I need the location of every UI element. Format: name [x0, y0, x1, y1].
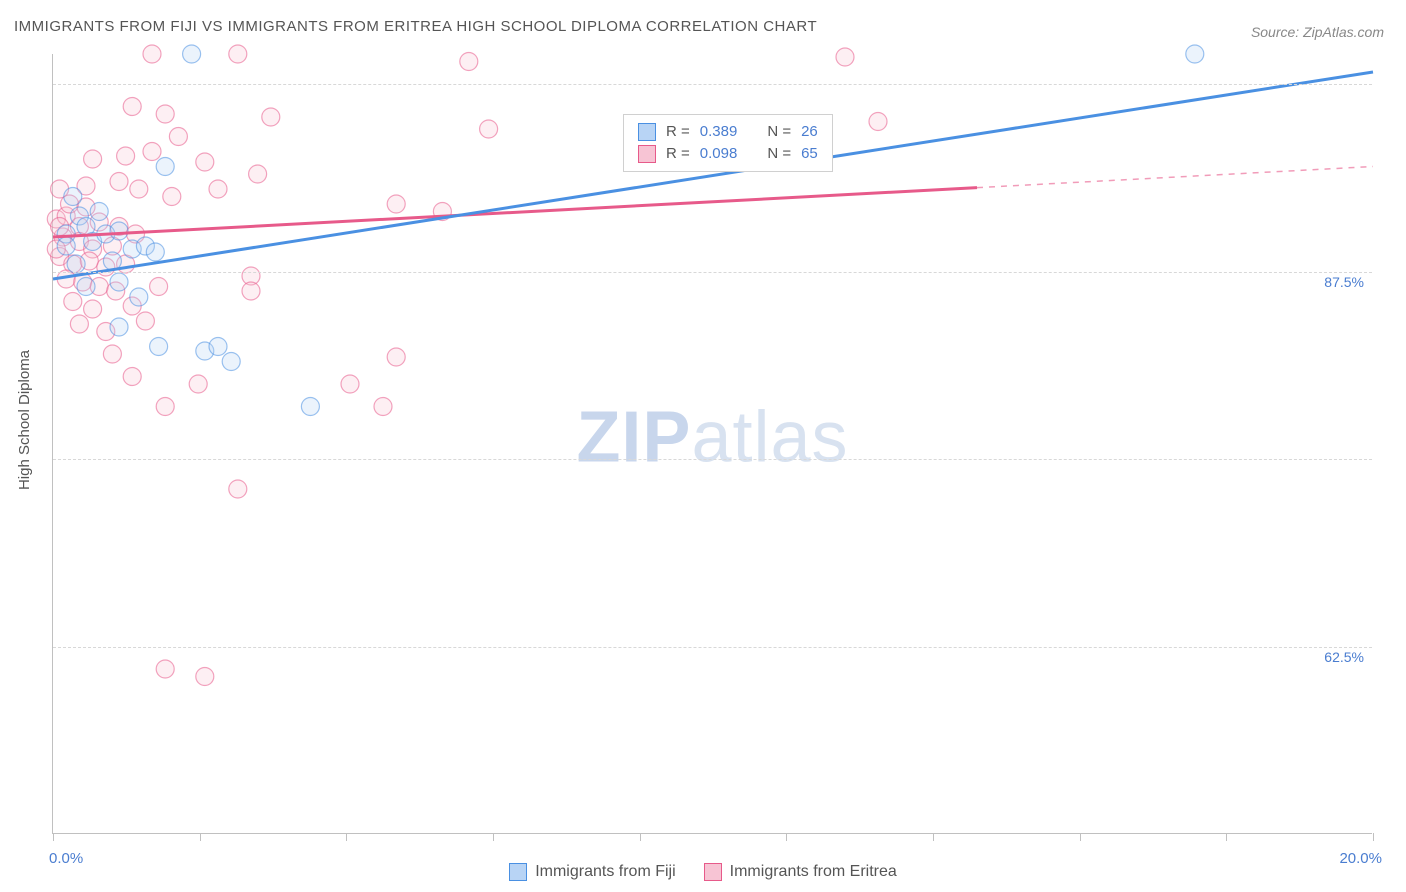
stats-legend: R = 0.389 N = 26 R = 0.098 N = 65: [623, 114, 833, 172]
x-tick: [200, 833, 201, 841]
scatter-point: [110, 222, 128, 240]
scatter-point: [146, 243, 164, 261]
x-tick: [346, 833, 347, 841]
scatter-point: [143, 143, 161, 161]
n-label: N =: [767, 121, 791, 143]
scatter-point: [156, 158, 174, 176]
y-tick-label: 62.5%: [1324, 649, 1364, 665]
scatter-point: [110, 318, 128, 336]
scatter-point: [460, 53, 478, 71]
gridline: [53, 647, 1372, 648]
scatter-point: [64, 188, 82, 206]
scatter-point: [150, 278, 168, 296]
scatter-point: [84, 150, 102, 168]
scatter-point: [869, 113, 887, 131]
r-value: 0.098: [700, 143, 738, 165]
x-tick: [786, 833, 787, 841]
stats-legend-row: R = 0.389 N = 26: [638, 121, 818, 143]
scatter-point: [57, 237, 75, 255]
legend-item: Immigrants from Eritrea: [704, 863, 897, 881]
legend-swatch: [509, 863, 527, 881]
trendline: [53, 188, 977, 237]
legend-swatch: [704, 863, 722, 881]
scatter-point: [84, 300, 102, 318]
scatter-point: [156, 105, 174, 123]
scatter-point: [123, 368, 141, 386]
r-value: 0.389: [700, 121, 738, 143]
scatter-point: [67, 255, 85, 273]
trendline-extrapolated: [977, 167, 1373, 188]
x-tick: [53, 833, 54, 841]
n-value: 26: [801, 121, 818, 143]
x-tick: [493, 833, 494, 841]
y-tick-label: 87.5%: [1324, 274, 1364, 290]
legend-swatch: [638, 123, 656, 141]
legend-label: Immigrants from Eritrea: [730, 863, 897, 881]
x-tick: [640, 833, 641, 841]
scatter-point: [387, 348, 405, 366]
x-tick: [1080, 833, 1081, 841]
legend-label: Immigrants from Fiji: [535, 863, 675, 881]
scatter-point: [209, 180, 227, 198]
source-attribution: Source: ZipAtlas.com: [1251, 24, 1384, 40]
scatter-point: [242, 282, 260, 300]
scatter-point: [301, 398, 319, 416]
scatter-point: [374, 398, 392, 416]
scatter-point: [70, 315, 88, 333]
series-legend: Immigrants from Fiji Immigrants from Erit…: [0, 863, 1406, 886]
legend-swatch: [638, 145, 656, 163]
scatter-point: [229, 45, 247, 63]
y-axis-title: High School Diploma: [16, 350, 33, 490]
scatter-point: [110, 173, 128, 191]
scatter-point: [143, 45, 161, 63]
scatter-point: [196, 668, 214, 686]
n-label: N =: [767, 143, 791, 165]
scatter-point: [1186, 45, 1204, 63]
x-tick: [1226, 833, 1227, 841]
scatter-point: [262, 108, 280, 126]
scatter-point: [163, 188, 181, 206]
stats-legend-row: R = 0.098 N = 65: [638, 143, 818, 165]
legend-item: Immigrants from Fiji: [509, 863, 675, 881]
scatter-point: [249, 165, 267, 183]
scatter-point: [110, 273, 128, 291]
chart-container: IMMIGRANTS FROM FIJI VS IMMIGRANTS FROM …: [0, 0, 1406, 892]
gridline: [53, 459, 1372, 460]
scatter-point: [130, 288, 148, 306]
scatter-point: [130, 180, 148, 198]
scatter-point: [90, 203, 108, 221]
scatter-point: [123, 98, 141, 116]
chart-title: IMMIGRANTS FROM FIJI VS IMMIGRANTS FROM …: [14, 18, 817, 35]
scatter-point: [387, 195, 405, 213]
scatter-point: [77, 278, 95, 296]
scatter-point: [341, 375, 359, 393]
scatter-point: [103, 345, 121, 363]
scatter-point: [189, 375, 207, 393]
n-value: 65: [801, 143, 818, 165]
scatter-point: [196, 153, 214, 171]
scatter-point: [117, 147, 135, 165]
scatter-point: [169, 128, 187, 146]
scatter-point: [229, 480, 247, 498]
scatter-point: [136, 312, 154, 330]
scatter-point: [150, 338, 168, 356]
scatter-point: [64, 293, 82, 311]
gridline: [53, 272, 1372, 273]
x-tick: [1373, 833, 1374, 841]
x-tick: [933, 833, 934, 841]
scatter-point: [209, 338, 227, 356]
scatter-point: [480, 120, 498, 138]
gridline: [53, 84, 1372, 85]
scatter-point: [156, 660, 174, 678]
scatter-point: [183, 45, 201, 63]
plot-area: ZIPatlas R =0.389N =26R =0.098N =65 62.5…: [52, 54, 1372, 834]
scatter-point: [156, 398, 174, 416]
scatter-point: [222, 353, 240, 371]
r-label: R =: [666, 143, 690, 165]
r-label: R =: [666, 121, 690, 143]
scatter-point: [836, 48, 854, 66]
